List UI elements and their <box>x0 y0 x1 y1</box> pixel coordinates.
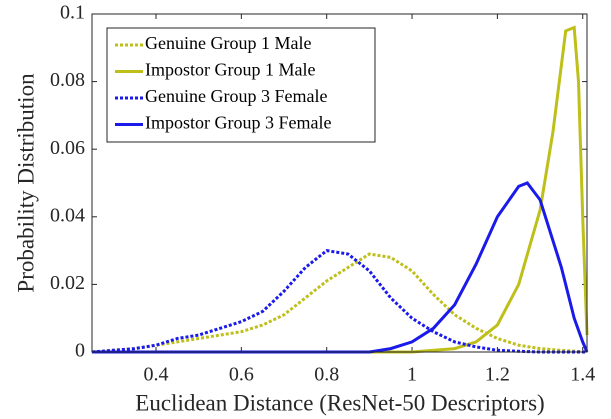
y-tick-label: 0.02 <box>50 272 85 294</box>
y-tick-label: 0.1 <box>60 2 85 24</box>
legend-label: Impostor Group 3 Female <box>145 113 331 133</box>
x-tick-label: 1 <box>407 364 417 386</box>
x-tick-label: 1.2 <box>485 364 510 386</box>
y-tick-label: 0.04 <box>50 204 85 226</box>
legend-box <box>106 27 376 143</box>
x-tick-label: 0.6 <box>229 364 254 386</box>
plot-frame <box>91 13 588 353</box>
legend-label: Genuine Group 1 Male <box>145 33 311 53</box>
line <box>91 252 588 354</box>
y-tick-label: 0.08 <box>50 69 85 91</box>
x-axis-label: Euclidean Distance (ResNet-50 Descriptor… <box>135 390 544 415</box>
y-tick-label: 0 <box>75 340 85 362</box>
legend-label: Impostor Group 1 Male <box>145 60 315 80</box>
y-axis-label: Probability Distribution <box>13 73 38 293</box>
legend-label: Genuine Group 3 Female <box>145 86 327 106</box>
y-tick-label: 0.06 <box>50 137 85 159</box>
line <box>92 181 589 354</box>
x-tick-label: 0.8 <box>314 364 339 386</box>
line <box>91 249 587 354</box>
x-tick-label: 0.4 <box>144 364 169 386</box>
line <box>92 25 589 354</box>
x-tick-label: 1.4 <box>570 364 595 386</box>
